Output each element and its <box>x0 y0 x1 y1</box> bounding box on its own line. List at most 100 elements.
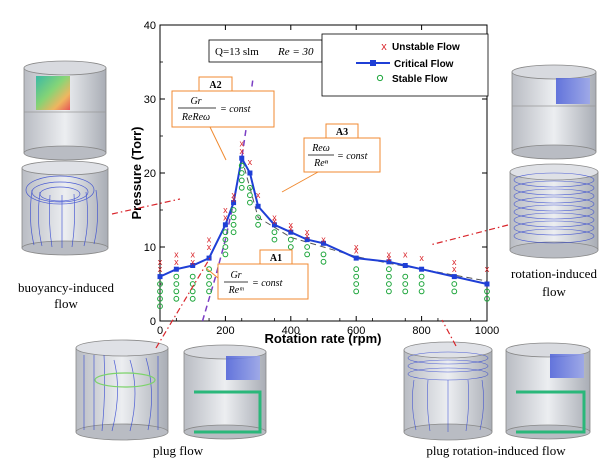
x-tick-label-1: 200 <box>216 325 234 337</box>
unstable-point-11: x <box>231 194 236 204</box>
annotation-a2-rhs: = const <box>220 104 251 115</box>
cylinder-buoyancy-contour <box>23 60 107 161</box>
stable-point-56 <box>451 288 458 295</box>
stable-point-11 <box>189 295 196 302</box>
stable-point-43 <box>353 281 360 287</box>
y-axis-title: Pressure (Torr) <box>129 127 144 220</box>
critical-point-8 <box>255 203 261 209</box>
arrow-plug <box>155 257 211 349</box>
stable-point-0 <box>157 281 163 287</box>
unstable-point-7: x <box>207 242 212 252</box>
axis-ticks: 0 200 400 600 800 1000 0 10 20 30 40 <box>144 20 499 337</box>
x-tick-label-2: 400 <box>282 325 300 337</box>
annotation-a1: A1 Gr Reᵐ = const <box>205 249 309 300</box>
stable-point-28 <box>247 184 253 191</box>
legend-unstable-label: Unstable Flow <box>392 42 460 53</box>
unstable-point-25: x <box>387 249 392 259</box>
annotation-a1-rhs: = const <box>252 278 283 289</box>
stable-point-8 <box>189 273 196 280</box>
stable-point-52 <box>418 273 425 280</box>
y-tick-label-4: 40 <box>144 20 156 32</box>
stable-point-23 <box>230 229 237 236</box>
stable-point-16 <box>222 229 229 236</box>
annotation-a3-numerator: Reω <box>311 143 330 154</box>
stable-point-51 <box>402 288 409 295</box>
cylinder-plug-contour <box>183 344 267 440</box>
x-tick-label-0: 0 <box>157 325 163 337</box>
annotation-a3: A3 Reω Reⁿ = const <box>281 123 381 193</box>
stable-point-39 <box>320 251 327 258</box>
arrow-rotation <box>429 224 509 246</box>
unstable-point-29: x <box>452 257 457 267</box>
stable-point-29 <box>247 192 253 199</box>
legend-unstable-marker: x <box>381 41 387 53</box>
stable-point-44 <box>353 288 360 295</box>
caption-buoyancy-line1: buoyancy-induced <box>18 280 115 295</box>
stable-point-41 <box>353 266 360 273</box>
stable-point-46 <box>386 273 392 280</box>
stable-point-38 <box>304 251 311 258</box>
unstable-point-27: x <box>403 249 408 259</box>
unstable-point-9: x <box>223 212 228 222</box>
unstable-point-31: x <box>485 264 490 274</box>
critical-point-17 <box>451 274 457 280</box>
unstable-point-4: x <box>190 249 195 259</box>
stable-point-45 <box>386 266 392 273</box>
stable-point-40 <box>320 258 327 265</box>
x-tick-label-3: 600 <box>347 325 365 337</box>
cylinder-rotation-contour <box>511 64 597 160</box>
pointer-arrows <box>111 198 509 349</box>
critical-point-1 <box>173 266 179 272</box>
stable-point-10 <box>189 288 196 295</box>
stable-point-2 <box>157 295 163 302</box>
unstable-point-28: x <box>419 253 424 263</box>
stable-point-50 <box>402 281 409 287</box>
x-tick-label-4: 800 <box>412 325 430 337</box>
stable-point-36 <box>287 244 294 250</box>
cylinder-plug-rotation-streamlines <box>403 341 493 441</box>
stable-point-32 <box>255 221 262 228</box>
unstable-point-5: x <box>190 257 195 267</box>
stable-point-13 <box>206 273 212 280</box>
unstable-point-18: x <box>289 220 294 230</box>
y-tick-label-3: 30 <box>144 94 156 106</box>
unstable-point-15: x <box>256 190 261 200</box>
unstable-point-2: x <box>174 249 179 259</box>
stable-point-21 <box>230 214 237 221</box>
stable-point-22 <box>230 221 237 228</box>
stable-point-31 <box>255 214 262 221</box>
stable-point-53 <box>418 281 425 287</box>
stable-point-57 <box>484 288 490 295</box>
stable-point-25 <box>238 170 245 176</box>
stable-point-12 <box>206 266 212 273</box>
unstable-point-14: x <box>248 157 253 167</box>
unstable-point-0: x <box>158 257 163 267</box>
x-tick-label-5: 1000 <box>475 325 499 337</box>
annotation-a2-label: A2 <box>209 80 221 91</box>
annotation-a3-denominator: Reⁿ <box>313 158 329 169</box>
stable-point-4 <box>173 273 180 280</box>
stable-point-3 <box>157 303 163 310</box>
arrow-plug-rotation <box>441 319 457 347</box>
caption-buoyancy-line2: flow <box>54 296 78 311</box>
critical-point-4 <box>222 222 228 228</box>
stable-point-49 <box>402 273 409 280</box>
stable-point-42 <box>353 273 360 280</box>
stable-point-1 <box>157 288 163 295</box>
annotation-a2-denominator: ReReω <box>181 112 210 123</box>
legend-critical-marker <box>370 60 376 66</box>
stable-point-35 <box>287 236 294 243</box>
stable-point-5 <box>173 281 180 287</box>
caption-rotation-line1: rotation-induced <box>511 266 597 281</box>
critical-point-3 <box>206 255 212 261</box>
unstable-point-20: x <box>305 227 310 237</box>
stable-point-33 <box>271 229 278 236</box>
stable-point-48 <box>386 288 392 295</box>
unstable-point-13: x <box>240 146 245 156</box>
critical-point-11 <box>304 237 310 243</box>
annotation-a3-label: A3 <box>336 127 348 138</box>
critical-point-16 <box>419 266 425 272</box>
critical-point-2 <box>190 263 196 268</box>
critical-point-6 <box>239 155 245 161</box>
